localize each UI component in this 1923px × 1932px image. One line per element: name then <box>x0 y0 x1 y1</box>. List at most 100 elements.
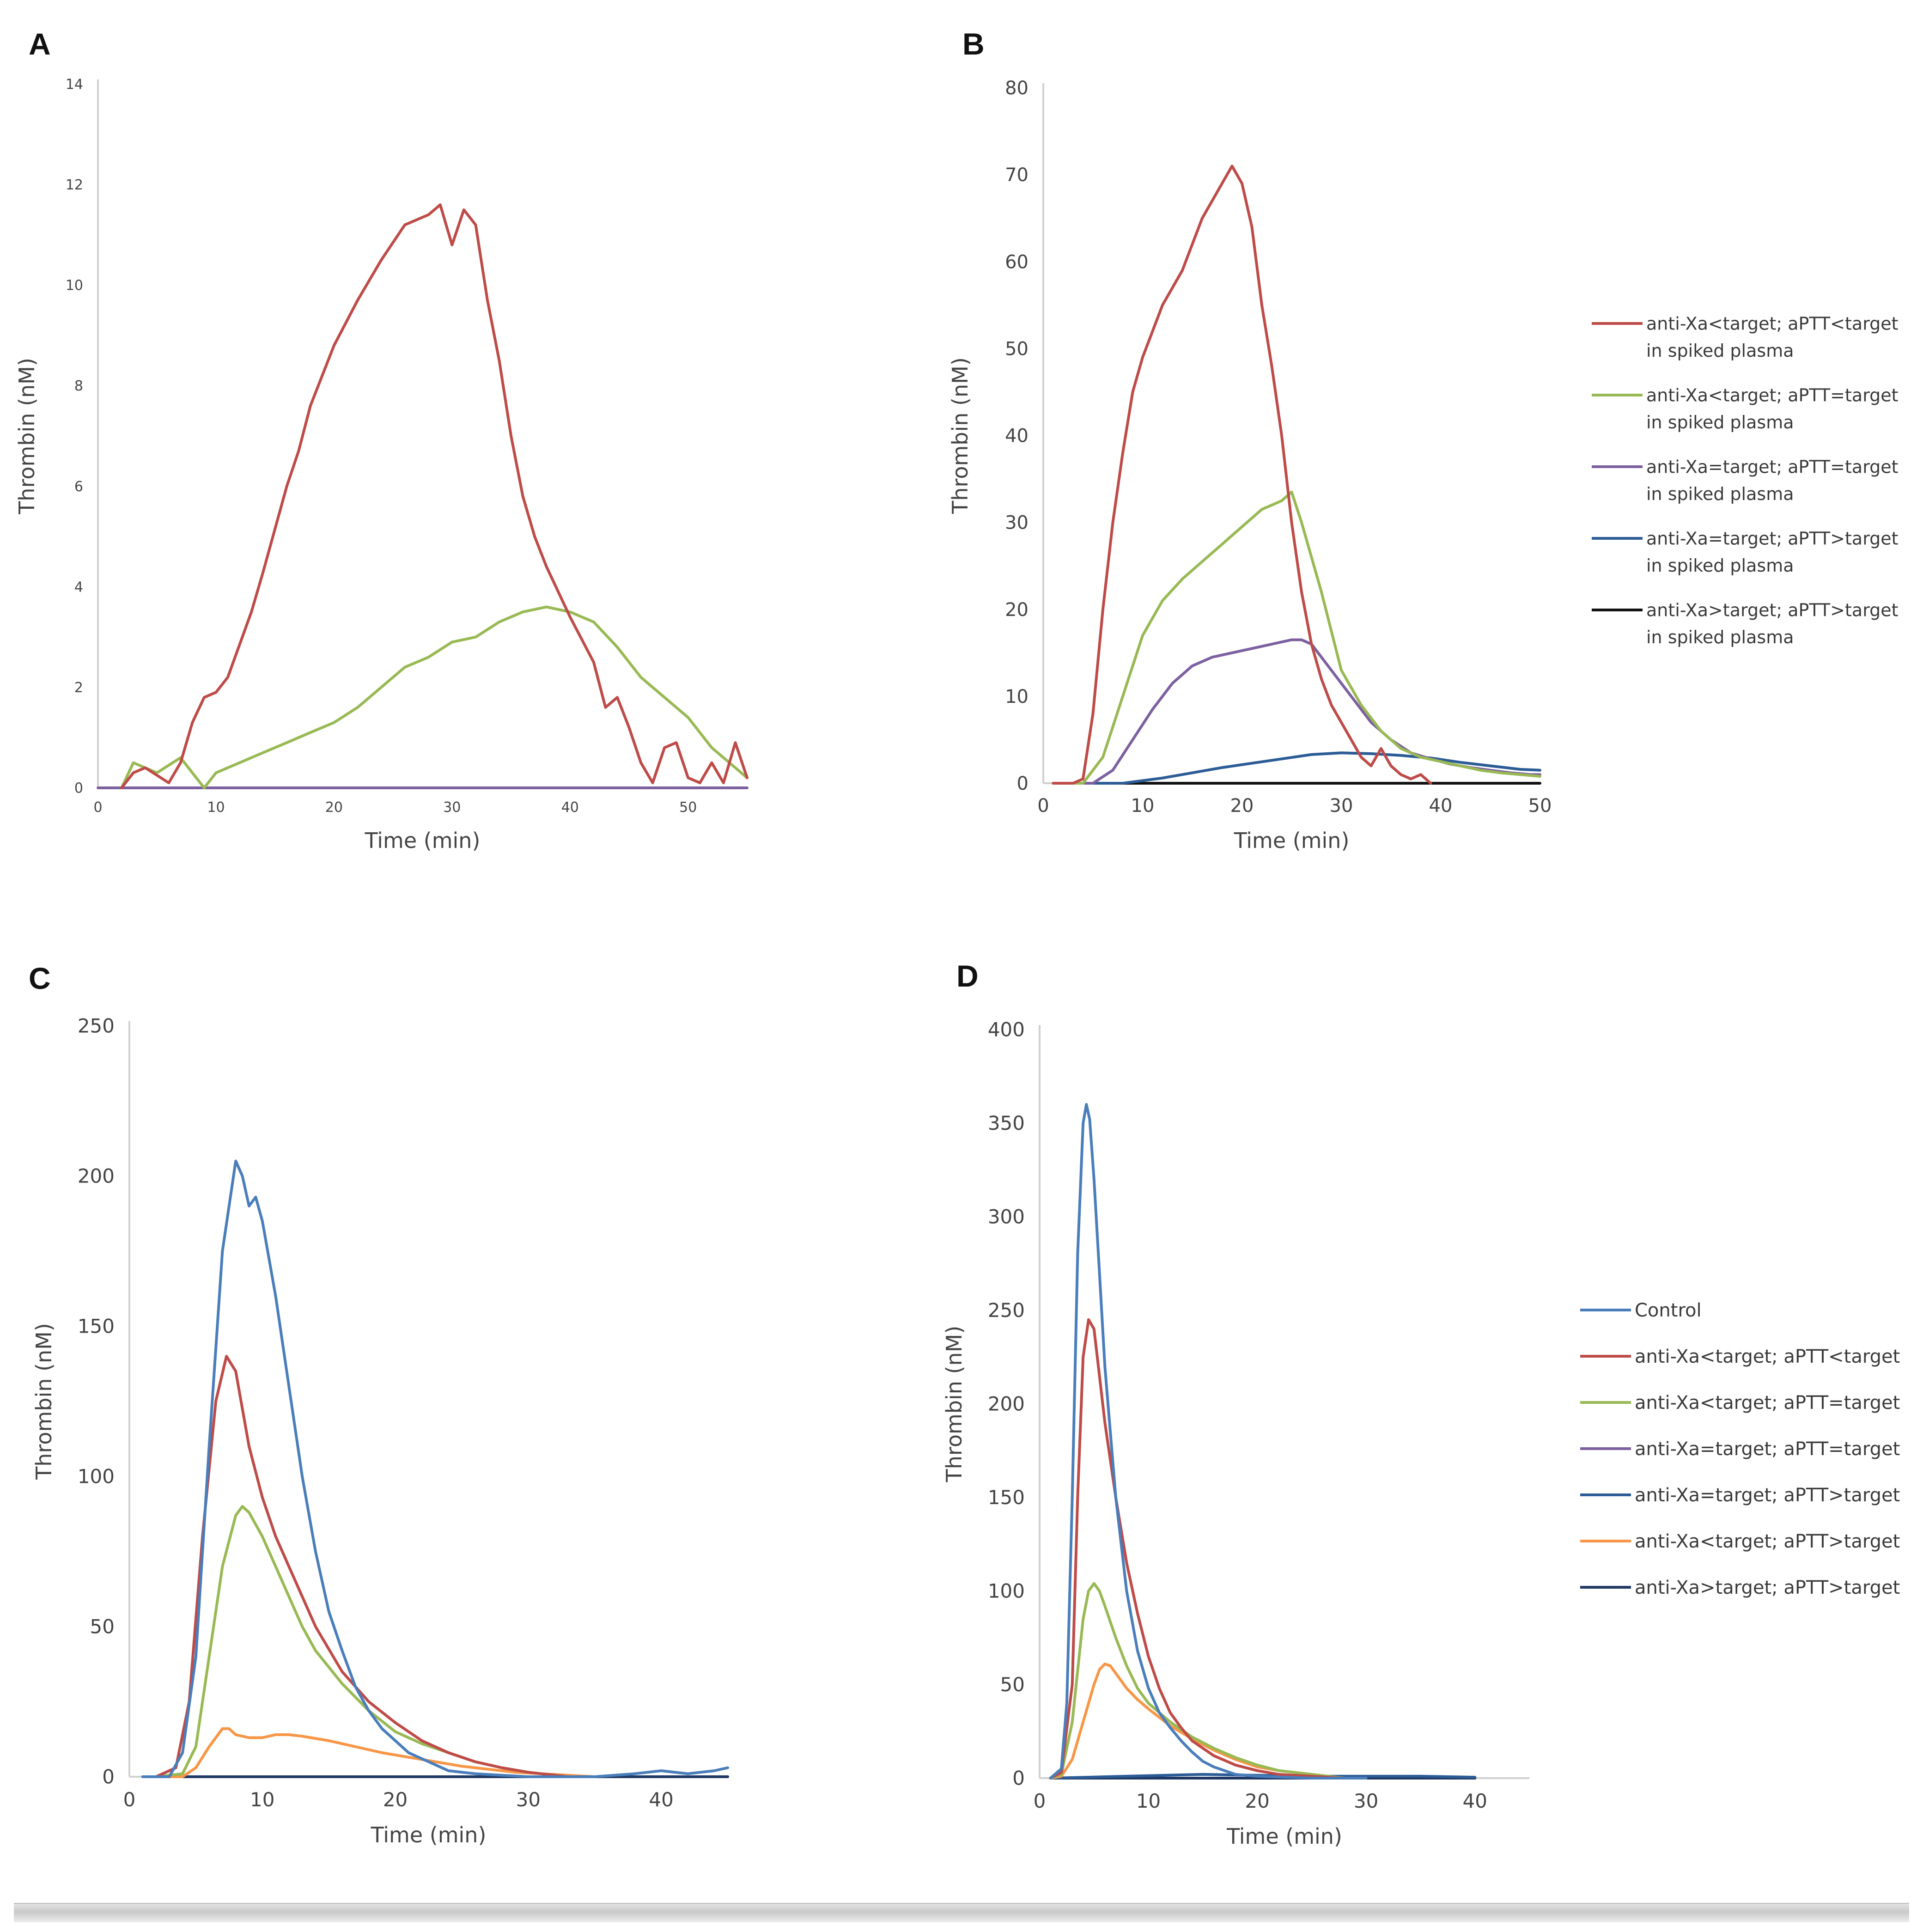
x-tick-label: 0 <box>93 799 102 816</box>
y-axis-title: Thrombin (nM) <box>942 1326 967 1483</box>
legend-label-line2: in spiked plasma <box>1646 555 1794 576</box>
y-tick-label: 250 <box>988 1299 1025 1322</box>
y-tick-label: 80 <box>1005 78 1028 99</box>
panel-b: B 0 10 20 30 40 50 60 70 80 0 10 20 30 40 50 Time (min) T… <box>948 27 1899 853</box>
x-tick-label: 20 <box>1230 795 1254 817</box>
y-tick-label: 250 <box>78 1015 115 1037</box>
x-tick-label: 10 <box>250 1788 274 1811</box>
legend-label-line2: in spiked plasma <box>1646 484 1794 504</box>
y-tick-label: 0 <box>1017 773 1028 794</box>
x-axis-title: Time (min) <box>365 828 481 853</box>
y-tick-label: 350 <box>988 1112 1025 1134</box>
bottom-separator-bar <box>14 1903 1909 1922</box>
panel-letter: C <box>29 961 51 995</box>
y-tick-label: 50 <box>1005 338 1028 360</box>
panel-letter: A <box>29 27 51 61</box>
y-tick-label: 100 <box>988 1580 1025 1603</box>
x-tick-label: 40 <box>1462 1790 1487 1812</box>
x-tick-label: 30 <box>516 1788 541 1811</box>
legend-label: anti-Xa>target; aPTT>target <box>1635 1577 1900 1598</box>
series-line <box>1049 1103 1368 1780</box>
legend-label: anti-Xa>target; aPTT>target <box>1646 600 1899 620</box>
x-tick-label: 30 <box>1354 1790 1378 1812</box>
panel-letter: B <box>962 27 985 61</box>
panel-d: D 0 50 100 150 200 250 300 350 400 0 10 20 30 40 Time (… <box>942 959 1900 1849</box>
y-tick-label: 200 <box>78 1165 115 1188</box>
legend-label-line2: in spiked plasma <box>1646 412 1794 433</box>
legend-label: anti-Xa<target; aPTT>target <box>1635 1531 1900 1552</box>
x-tick-label: 10 <box>1136 1790 1161 1812</box>
legend-label: anti-Xa=target; aPTT=target <box>1635 1438 1900 1460</box>
series-line <box>1052 165 1432 785</box>
y-tick-label: 6 <box>74 479 83 495</box>
series-line <box>141 1159 729 1778</box>
series-line <box>154 1355 570 1778</box>
series-line <box>154 1727 596 1778</box>
y-axis-title: Thrombin (nM) <box>31 1323 56 1480</box>
x-tick-label: 0 <box>1034 1790 1046 1812</box>
y-tick-label: 0 <box>102 1766 115 1788</box>
y-tick-label: 30 <box>1005 512 1028 534</box>
y-tick-label: 0 <box>74 780 83 797</box>
series-line <box>1049 1582 1346 1780</box>
x-tick-label: 40 <box>1429 795 1453 817</box>
y-axis-title: Thrombin (nM) <box>14 358 39 515</box>
x-tick-label: 50 <box>679 799 697 816</box>
x-tick-label: 30 <box>1330 795 1353 817</box>
y-tick-label: 150 <box>78 1315 115 1338</box>
series-line <box>1049 1662 1346 1780</box>
y-tick-label: 20 <box>1005 599 1028 621</box>
y-tick-label: 200 <box>988 1393 1025 1415</box>
panel-c: C 0 50 100 150 200 250 0 10 20 30 40 Time (min) Throm… <box>29 961 729 1847</box>
y-tick-label: 100 <box>78 1465 115 1488</box>
legend-label: anti-Xa=target; aPTT=target <box>1646 457 1899 477</box>
x-axis-title: Time (min) <box>1234 828 1350 853</box>
y-tick-label: 2 <box>74 680 83 696</box>
x-tick-label: 10 <box>1131 795 1155 817</box>
y-tick-label: 4 <box>74 579 83 595</box>
y-tick-label: 50 <box>1000 1673 1025 1696</box>
y-tick-label: 70 <box>1005 165 1028 186</box>
series-line <box>120 605 749 789</box>
y-tick-label: 300 <box>988 1206 1025 1228</box>
x-axis-title: Time (min) <box>371 1822 487 1847</box>
y-tick-label: 8 <box>74 378 83 394</box>
x-tick-label: 0 <box>1037 795 1049 817</box>
y-tick-label: 150 <box>988 1486 1025 1509</box>
y-tick-label: 60 <box>1005 251 1028 273</box>
x-tick-label: 0 <box>123 1788 136 1811</box>
legend-label: anti-Xa<target; aPTT=target <box>1635 1392 1900 1414</box>
x-tick-label: 30 <box>443 799 461 816</box>
y-tick-label: 12 <box>66 177 83 193</box>
series-line <box>1052 751 1541 785</box>
y-tick-label: 10 <box>66 278 83 294</box>
legend-label-line2: in spiked plasma <box>1646 627 1794 647</box>
legend-label: anti-Xa=target; aPTT>target <box>1646 528 1899 549</box>
legend-label: anti-Xa<target; aPTT<target <box>1635 1346 1900 1367</box>
x-tick-label: 20 <box>383 1788 408 1811</box>
x-tick-label: 10 <box>207 799 225 816</box>
series-line <box>1052 490 1541 785</box>
legend-label: anti-Xa=target; aPTT>target <box>1635 1485 1900 1506</box>
panel-a: A 0 2 4 6 8 10 12 14 0 10 20 30 40 50 Time (min) Thrombi… <box>14 27 749 853</box>
y-tick-label: 50 <box>90 1615 115 1638</box>
y-tick-label: 40 <box>1005 426 1028 447</box>
y-tick-label: 400 <box>988 1018 1025 1041</box>
legend-label: Control <box>1635 1300 1702 1321</box>
series-line <box>1049 1318 1346 1780</box>
panel-letter: D <box>956 959 979 993</box>
x-axis-title: Time (min) <box>1226 1824 1342 1849</box>
legend-label: anti-Xa<target; aPTT=target <box>1646 385 1899 405</box>
x-tick-label: 40 <box>561 799 579 816</box>
x-tick-label: 20 <box>1245 1790 1269 1812</box>
y-axis-title: Thrombin (nM) <box>948 357 973 514</box>
x-tick-label: 20 <box>325 799 343 816</box>
series-line <box>120 203 749 789</box>
legend-label-line2: in spiked plasma <box>1646 341 1794 361</box>
legend-label: anti-Xa<target; aPTT<target <box>1646 313 1899 334</box>
y-tick-label: 10 <box>1005 686 1028 707</box>
x-tick-label: 40 <box>649 1788 673 1811</box>
x-tick-label: 50 <box>1528 795 1552 817</box>
y-tick-label: 0 <box>1012 1767 1025 1790</box>
